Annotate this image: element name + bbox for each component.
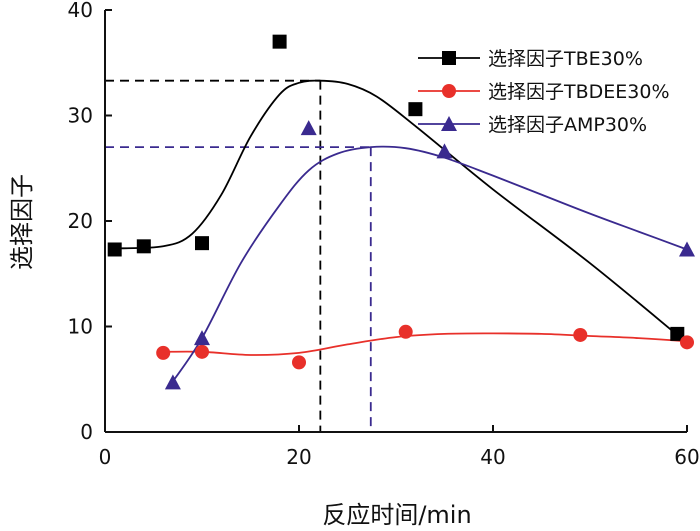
- x-tick-label-2: 40: [480, 445, 505, 469]
- data-point-s1-5: [680, 335, 694, 350]
- data-point-s0-3: [272, 34, 287, 49]
- x-axis-title: 反应时间/min: [322, 501, 471, 529]
- legend-label-1: 选择因子TBDEE30%: [488, 81, 670, 103]
- data-point-s2-0: [164, 374, 181, 390]
- data-point-s0-5: [670, 326, 685, 341]
- reference-lines: [105, 79, 372, 432]
- data-point-s0-1: [136, 239, 151, 254]
- data-point-s1-2: [292, 355, 306, 370]
- y-tick-label-2: 20: [68, 209, 93, 233]
- legend: 选择因子TBE30% 选择因子TBDEE30% 选择因子AMP30%: [418, 48, 670, 136]
- y-tick-label-1: 10: [68, 315, 93, 339]
- data-markers: [107, 34, 695, 390]
- data-point-s0-2: [195, 236, 209, 251]
- data-point-s1-0: [156, 345, 171, 360]
- data-point-s1-1: [195, 344, 209, 359]
- data-point-s2-1: [194, 330, 210, 346]
- tick-labels: 0 20 40 60 0 10 20 30 40: [68, 0, 700, 469]
- series-curve-0: [114, 79, 678, 336]
- axes: [104, 9, 688, 433]
- data-point-s0-4: [408, 102, 423, 117]
- series-curve-1: [163, 332, 688, 356]
- x-tick-label-3: 60: [674, 445, 699, 469]
- data-point-s0-0: [107, 242, 122, 257]
- x-tick-label-0: 0: [99, 445, 112, 469]
- y-axis-title: 选择因子: [8, 174, 36, 270]
- y-tick-label-0: 0: [80, 420, 93, 444]
- y-tick-label-3: 30: [68, 104, 93, 128]
- series-curve-2: [172, 145, 688, 382]
- legend-label-0: 选择因子TBE30%: [488, 48, 643, 70]
- data-point-s2-4: [679, 241, 695, 257]
- legend-marker-2: [441, 116, 457, 131]
- data-point-s1-4: [573, 327, 588, 342]
- data-point-s2-3: [436, 143, 453, 159]
- legend-marker-0: [442, 51, 456, 65]
- data-point-s2-2: [300, 120, 317, 136]
- series-curves: [114, 79, 688, 382]
- x-tick-label-1: 20: [286, 445, 311, 469]
- y-tick-label-4: 40: [68, 0, 93, 22]
- legend-marker-1: [442, 84, 456, 98]
- data-point-s1-3: [398, 324, 413, 339]
- legend-label-2: 选择因子AMP30%: [488, 114, 647, 136]
